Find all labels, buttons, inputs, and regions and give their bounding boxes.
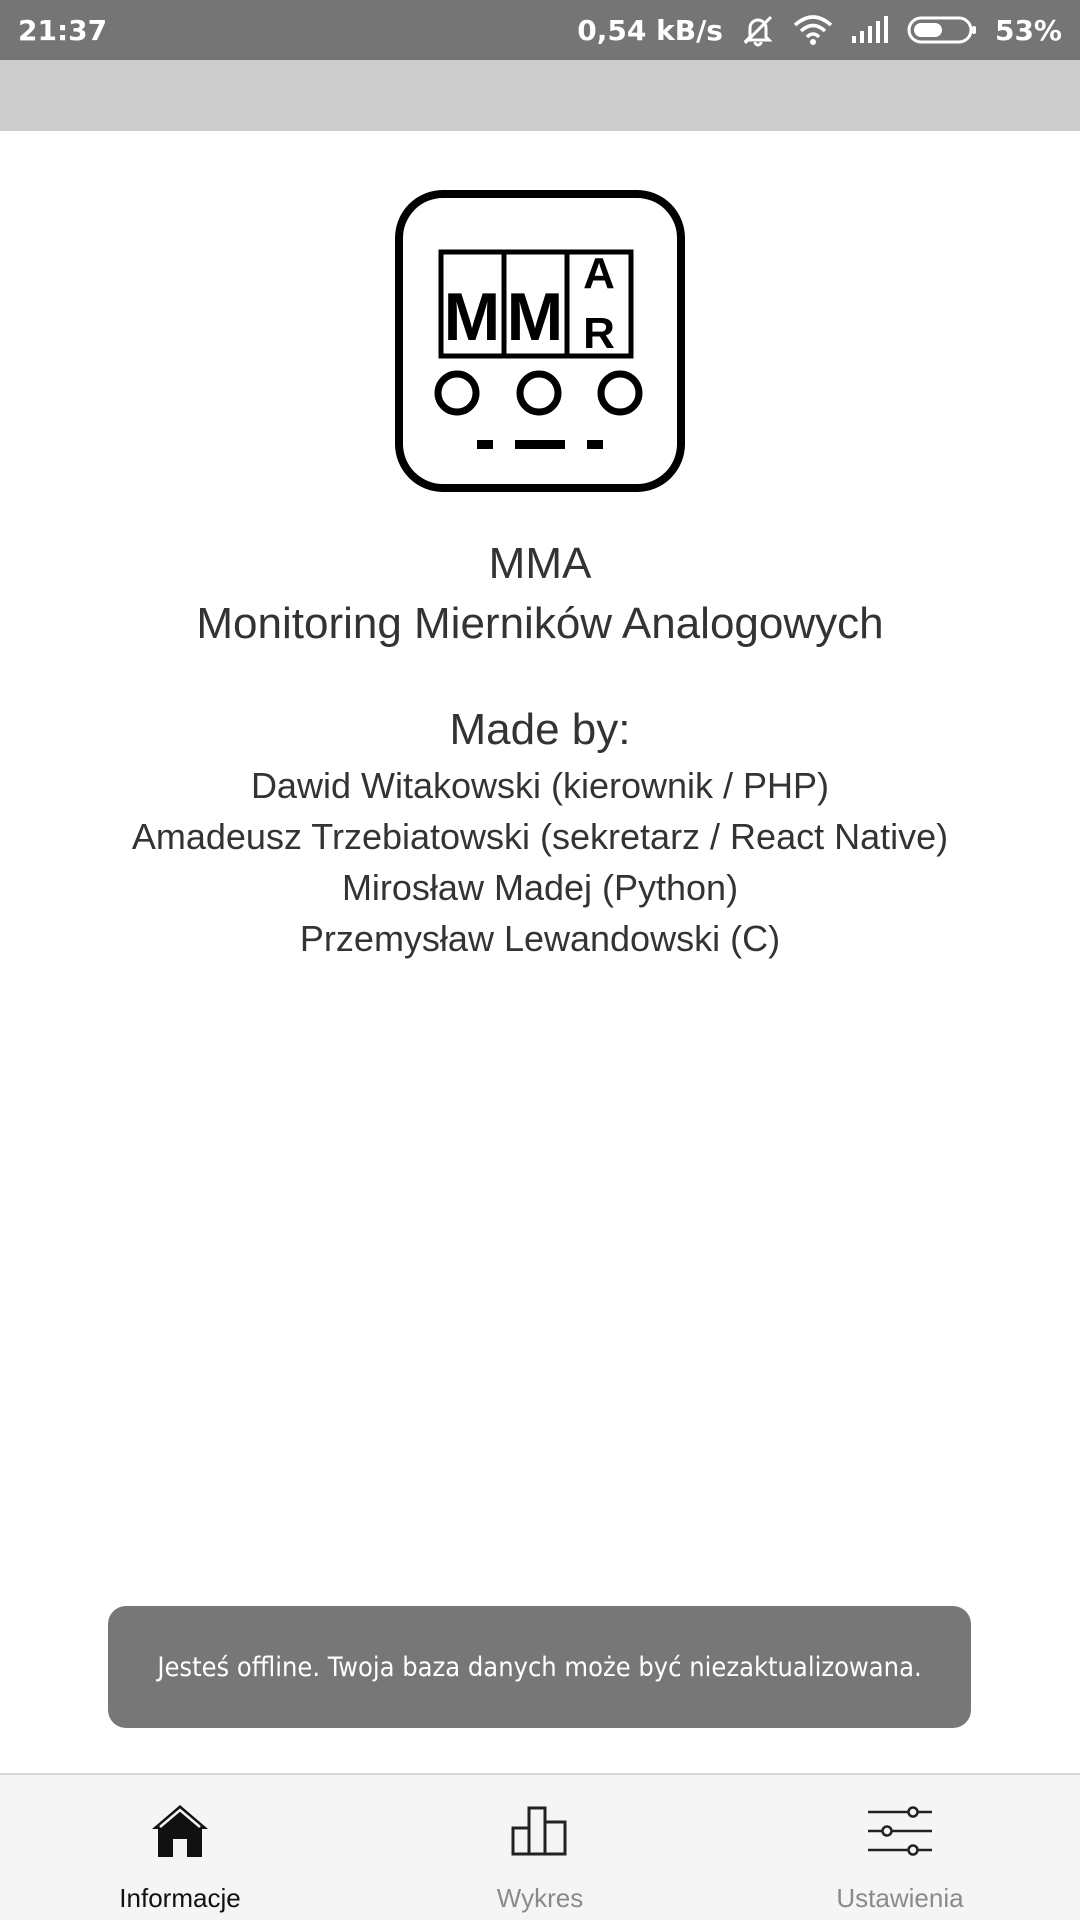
bottom-nav: Informacje Wykres Ustawi bbox=[0, 1773, 1080, 1920]
home-icon bbox=[150, 1801, 210, 1861]
silent-icon bbox=[741, 13, 775, 47]
status-time: 21:37 bbox=[18, 13, 108, 47]
nav-label-wykres: Wykres bbox=[496, 1883, 584, 1913]
logo-letter-m2: M bbox=[507, 279, 564, 355]
nav-label-informacje: Informacje bbox=[119, 1883, 241, 1913]
logo-letter-a: A bbox=[583, 249, 615, 298]
credits-heading: Made by: bbox=[449, 705, 631, 754]
info-content: M M A R MMA Monitoring Mierników Analogo… bbox=[0, 131, 1080, 964]
app-full-name: Monitoring Mierników Analogowych bbox=[196, 599, 884, 648]
author-1: Dawid Witakowski (kierownik / PHP) bbox=[250, 765, 830, 806]
nav-item-ustawienia[interactable]: Ustawienia bbox=[720, 1775, 1080, 1920]
app-name: MMA bbox=[488, 539, 592, 588]
network-speed: 0,54 kB/s bbox=[577, 13, 723, 47]
status-icons: 0,54 kB/s bbox=[577, 13, 1062, 47]
logo-letter-m1: M bbox=[444, 279, 501, 355]
nav-item-informacje[interactable]: Informacje bbox=[0, 1775, 360, 1920]
status-bar: 21:37 0,54 kB/s bbox=[0, 0, 1080, 60]
wifi-icon bbox=[793, 15, 833, 45]
author-4: Przemysław Lewandowski (C) bbox=[299, 918, 781, 959]
battery-percent: 53% bbox=[994, 13, 1062, 47]
author-2: Amadeusz Trzebiatowski (sekretarz / Reac… bbox=[131, 816, 949, 857]
logo-letter-r: R bbox=[583, 309, 615, 358]
signal-icon bbox=[851, 16, 889, 44]
offline-toast: Jesteś offline. Twoja baza danych może b… bbox=[108, 1606, 971, 1728]
app-logo: M M A R bbox=[395, 190, 685, 492]
author-3: Mirosław Madej (Python) bbox=[341, 867, 739, 908]
battery-icon bbox=[907, 15, 977, 45]
sliders-icon bbox=[866, 1801, 934, 1861]
nav-label-ustawienia: Ustawienia bbox=[836, 1883, 964, 1913]
nav-item-wykres[interactable]: Wykres bbox=[360, 1775, 720, 1920]
app-header bbox=[0, 60, 1080, 131]
toast-message: Jesteś offline. Twoja baza danych może b… bbox=[157, 1651, 922, 1683]
chart-icon bbox=[511, 1801, 569, 1861]
